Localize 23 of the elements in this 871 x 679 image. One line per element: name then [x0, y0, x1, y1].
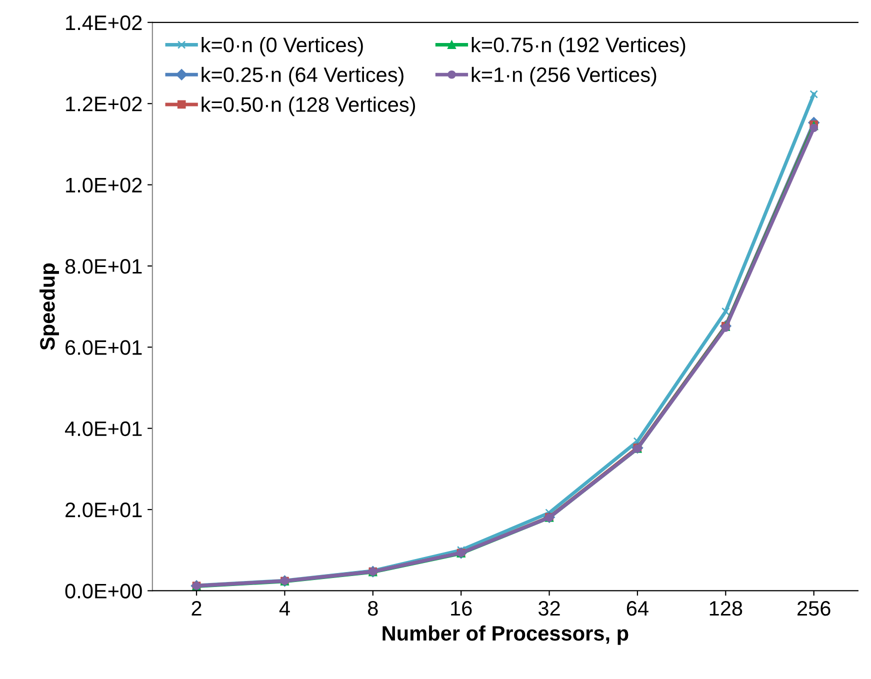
x-tick-label: 8	[368, 601, 378, 616]
y-tick-label: 2.0E+01	[66, 502, 142, 518]
legend-label: k=0.25·n (64 Vertices)	[202, 66, 404, 86]
legend-label: k=0·n (0 Vertices)	[202, 36, 363, 56]
legend-label: k=0.50·n (128 Vertices)	[202, 96, 416, 116]
legend-label: k=1·n (256 Vertices)	[472, 66, 656, 86]
y-tick-label: 1.0E+02	[66, 178, 142, 193]
y-axis-title: Speedup	[40, 263, 59, 350]
y-tick-label: 4.0E+01	[64, 421, 142, 436]
y-tick-label: 8.0E+01	[65, 258, 142, 274]
x-tick-label: 2	[192, 601, 202, 616]
x-tick-label: 256	[798, 601, 830, 616]
y-tick-label: 1.4E+02	[66, 15, 142, 30]
y-tick-label: 6.0E+01	[66, 340, 142, 355]
y-tick-label: 1.2E+02	[66, 96, 142, 112]
x-tick-label: 64	[626, 601, 648, 616]
y-tick-label: 0.0E+00	[65, 584, 142, 598]
x-tick-label: 32	[538, 601, 560, 616]
legend-label: k=0.75·n (192 Vertices)	[472, 36, 686, 56]
x-tick-label: 16	[451, 601, 472, 616]
x-tick-label: 128	[710, 601, 742, 616]
x-tick-label: 4	[279, 601, 290, 616]
x-axis-title: Number of Processors, p	[382, 625, 628, 645]
